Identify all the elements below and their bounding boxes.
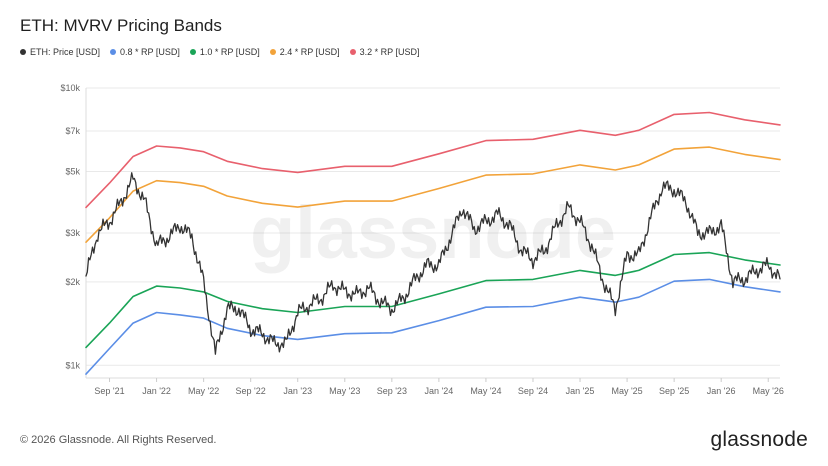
legend-dot-icon [20, 49, 26, 55]
brand-logo: glassnode [710, 428, 808, 451]
legend-label: 3.2 * RP [USD] [359, 47, 420, 57]
legend-item-rp32[interactable]: 3.2 * RP [USD] [349, 47, 420, 57]
x-tick-label: May '23 [329, 386, 360, 396]
chart-canvas: $1k $2k $3k $5k $7k $10k Sep '21 Jan '22 May '22… [60, 83, 784, 396]
watermark-text: glassnode [250, 191, 616, 274]
x-tick-label: Jan '25 [566, 386, 595, 396]
series-line-rp08 [85, 278, 781, 375]
legend-item-rp08[interactable]: 0.8 * RP [USD] [110, 47, 180, 57]
y-tick-label: $7k [65, 126, 80, 136]
legend-label: 0.8 * RP [USD] [120, 47, 180, 57]
legend-dot-icon [349, 49, 356, 55]
x-tick-label: Sep '24 [518, 386, 548, 396]
y-tick-label: $10k [60, 83, 80, 93]
chart-legend: ETH: Price [USD] 0.8 * RP [USD] 1.0 * RP [… [20, 47, 419, 57]
legend-label: ETH: Price [USD] [30, 47, 101, 57]
x-tick-label: Jan '26 [707, 386, 736, 396]
legend-item-rp24[interactable]: 2.4 * RP [USD] [269, 47, 340, 57]
legend-item-rp10[interactable]: 1.0 * RP [USD] [189, 47, 260, 57]
legend-label: 2.4 * RP [USD] [279, 47, 340, 57]
x-tick-label: Jan '23 [283, 386, 312, 396]
legend-dot-icon [189, 49, 196, 55]
series-line-rp32 [85, 111, 781, 209]
y-tick-label: $1k [65, 360, 80, 370]
y-tick-label: $3k [65, 228, 80, 238]
legend-item-price[interactable]: ETH: Price [USD] [20, 47, 100, 57]
x-tick-label: May '25 [611, 386, 642, 396]
copyright-notice: © 2026 Glassnode. All Rights Reserved. [20, 434, 217, 446]
x-tick-label: May '24 [470, 386, 501, 396]
legend-label: 1.0 * RP [USD] [199, 47, 260, 57]
x-tick-label: Jan '22 [142, 386, 171, 396]
x-tick-label: Sep '25 [659, 386, 689, 396]
x-tick-label: May '26 [753, 386, 784, 396]
legend-dot-icon [110, 49, 117, 55]
chart-title: ETH: MVRV Pricing Bands [20, 16, 222, 35]
y-tick-label: $5k [65, 166, 80, 176]
x-tick-label: May '22 [188, 386, 219, 396]
legend-dot-icon [269, 49, 276, 55]
x-tick-label: Sep '21 [94, 386, 124, 396]
x-tick-label: Sep '22 [236, 386, 266, 396]
x-tick-label: Sep '23 [377, 386, 407, 396]
series-line-rp24 [85, 146, 781, 243]
series-line-price [85, 172, 781, 355]
y-tick-label: $2k [65, 277, 80, 287]
series-line-rp10 [85, 251, 781, 349]
x-tick-label: Jan '24 [425, 386, 454, 396]
